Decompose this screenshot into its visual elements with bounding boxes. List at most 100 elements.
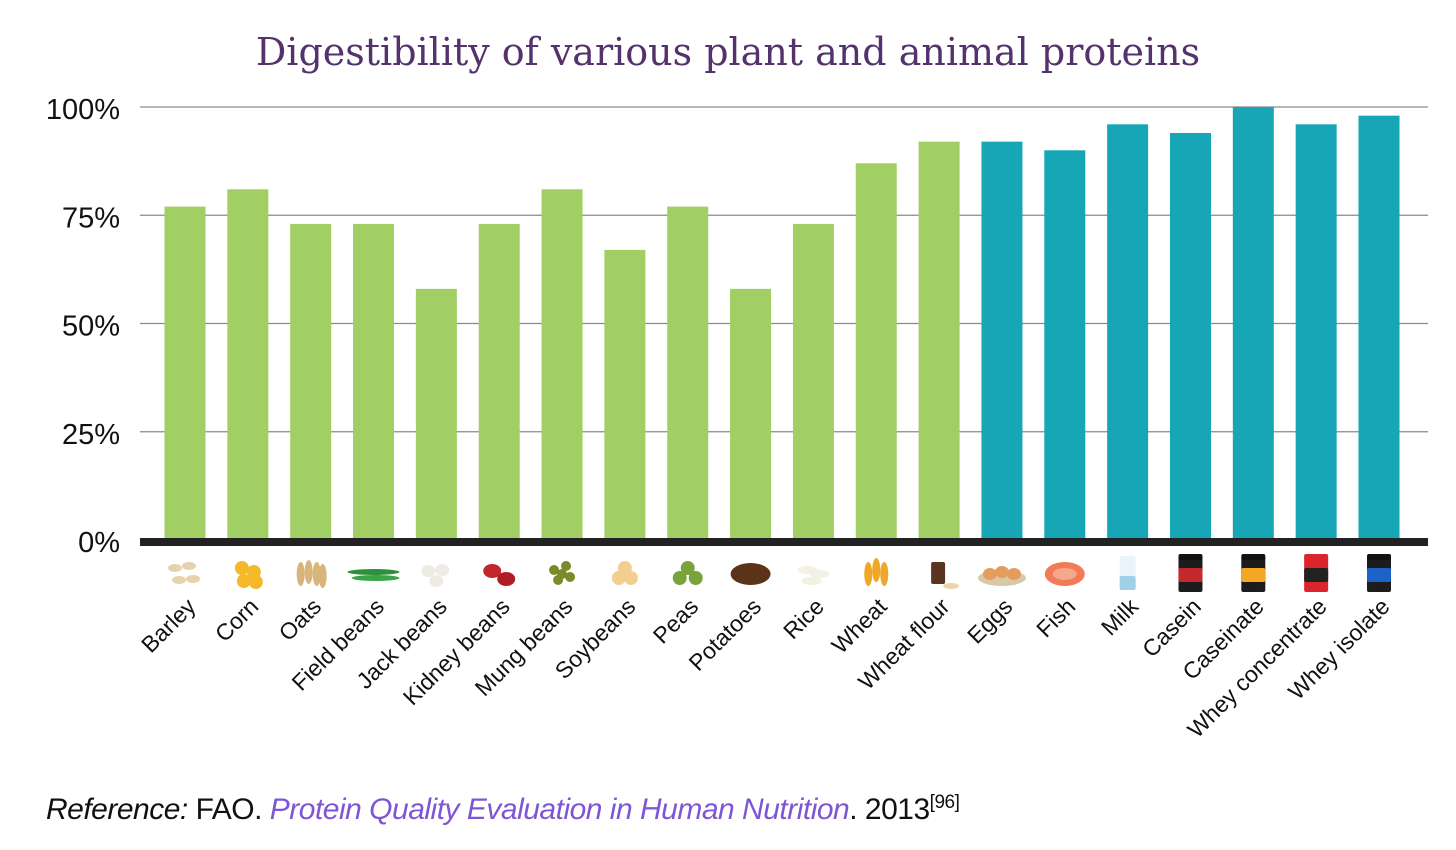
mung-beans-icon	[549, 561, 576, 585]
icon-shape	[994, 566, 1009, 578]
icon-shape	[1006, 568, 1021, 580]
bar-rice	[792, 223, 834, 540]
bar-eggs	[981, 141, 1023, 540]
x-tick-label: Eggs	[962, 593, 1017, 648]
bar-milk	[1107, 124, 1149, 540]
bar-wheat-flour	[918, 141, 960, 540]
icon-shape	[872, 558, 881, 582]
x-tick-label: Oats	[273, 593, 326, 646]
barley-icon	[168, 562, 200, 584]
icon-shape	[351, 575, 400, 581]
icon-shape	[435, 564, 450, 576]
reference-author: FAO.	[187, 793, 270, 826]
icon-shape	[1119, 576, 1136, 590]
icon-shape	[312, 562, 321, 586]
icon-shape	[801, 577, 822, 585]
icon-shape	[557, 569, 568, 579]
bar-soybeans	[604, 249, 646, 540]
bar-jack-beans	[415, 288, 457, 540]
bar-mung-beans	[541, 189, 583, 540]
x-tick-label: Rice	[778, 593, 829, 644]
bar-corn	[227, 189, 269, 540]
icon-shape	[172, 576, 186, 584]
chart-title: Digestibility of various plant and anima…	[255, 30, 1201, 74]
reference-label: Reference:	[46, 793, 188, 826]
icon-shape	[483, 564, 502, 578]
corn-icon	[234, 561, 263, 589]
icon-shape	[880, 562, 889, 586]
icon-shape	[1367, 568, 1391, 582]
bar-peas	[667, 206, 709, 540]
icon-shape	[672, 571, 687, 585]
icon-shape	[296, 562, 305, 586]
peas-icon	[672, 561, 703, 585]
icon-shape	[864, 562, 873, 586]
x-tick-label: Barley	[136, 593, 201, 658]
icon-shape	[617, 561, 632, 575]
soybeans-icon	[611, 561, 638, 585]
icon-shape	[565, 572, 576, 582]
icon-shape	[561, 561, 572, 571]
reference-line: Reference: FAO. Protein Quality Evaluati…	[46, 792, 960, 827]
icon-shape	[234, 561, 249, 575]
icon-shape	[1241, 554, 1266, 560]
icon-shape	[1178, 568, 1203, 582]
icon-shape	[236, 574, 251, 588]
icon-shape	[304, 560, 313, 584]
icon-shape	[1304, 554, 1329, 560]
caseinate-tub-icon	[1241, 554, 1266, 592]
icon-shape	[347, 569, 400, 575]
icon-shape	[1367, 554, 1391, 560]
eggs-icon	[977, 566, 1026, 586]
x-tick-label: Peas	[648, 593, 703, 648]
icon-shape	[182, 562, 196, 570]
icon-shape	[549, 565, 560, 575]
icon-shape	[680, 561, 695, 575]
icon-shape	[421, 565, 436, 577]
bar-whey-concentrate	[1295, 124, 1337, 540]
whey-isolate-tub-icon	[1367, 554, 1391, 592]
icon-shape	[931, 562, 946, 584]
bar-field-beans	[353, 223, 395, 540]
icon-shape	[688, 571, 703, 585]
citation-number[interactable]: [96]	[929, 792, 960, 813]
bar-kidney-beans	[478, 223, 520, 540]
x-axis-line	[140, 538, 1428, 546]
icon-shape	[1052, 568, 1077, 580]
icon-shape	[1304, 568, 1329, 582]
icon-shape	[943, 583, 960, 589]
reference-link[interactable]: Protein Quality Evaluation in Human Nutr…	[269, 793, 850, 826]
y-tick-label: 0%	[78, 527, 120, 559]
reference-year: . 2013	[849, 793, 930, 826]
oats-icon	[296, 560, 327, 588]
rice-icon	[797, 566, 830, 585]
bar-fish	[1044, 150, 1086, 541]
icon-shape	[497, 572, 516, 586]
icon-shape	[248, 575, 263, 589]
fish-icon	[1044, 562, 1085, 586]
x-tick-label: Fish	[1031, 593, 1080, 642]
x-tick-label: Milk	[1096, 593, 1144, 641]
icon-shape	[982, 568, 997, 580]
x-tick-label: Corn	[210, 593, 264, 647]
y-tick-label: 100%	[46, 94, 120, 126]
bar-wheat	[855, 163, 897, 541]
y-tick-label: 75%	[62, 202, 120, 234]
bar-barley	[164, 206, 206, 540]
icon-shape	[1178, 554, 1203, 560]
field-beans-icon	[347, 569, 400, 581]
whey-concentrate-tub-icon	[1304, 554, 1329, 592]
wheat-icon	[864, 558, 889, 586]
wheat-flour-icon	[931, 562, 960, 589]
casein-tub-icon	[1178, 554, 1203, 592]
potato-icon	[730, 563, 771, 585]
icon-shape	[1241, 568, 1266, 582]
y-tick-label: 50%	[62, 311, 120, 343]
bar-oats	[290, 223, 332, 540]
bar-casein	[1169, 132, 1211, 541]
bar-caseinate	[1232, 107, 1274, 540]
icon-shape	[186, 575, 200, 583]
milk-icon	[1119, 556, 1136, 590]
